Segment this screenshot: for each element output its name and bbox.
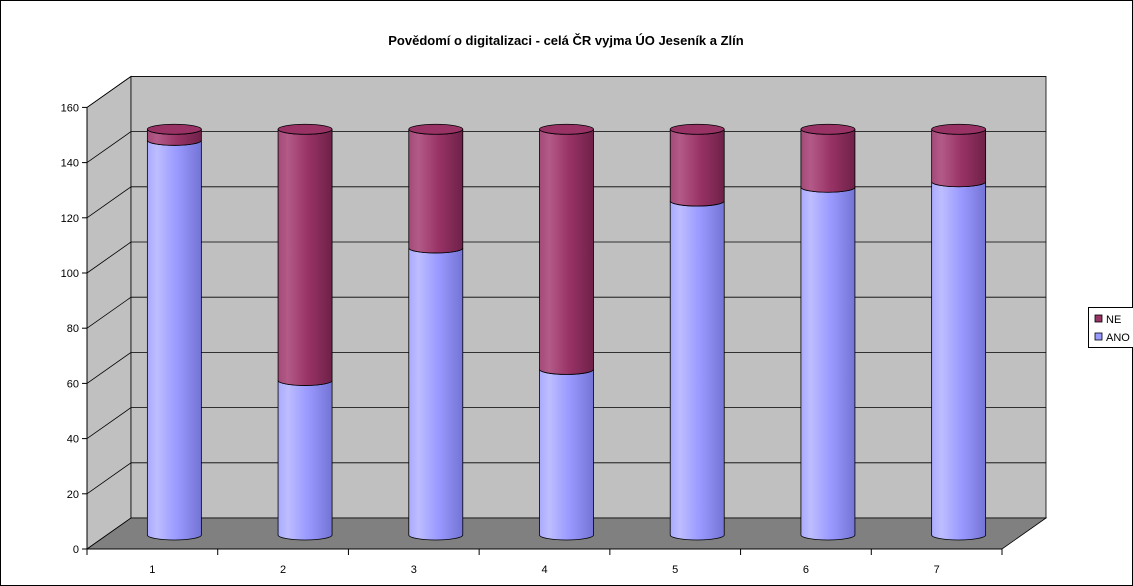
bar-cap [146, 123, 202, 135]
bar-segment-ne [539, 129, 594, 375]
bar-stack [539, 123, 594, 541]
legend-label-ano: ANO [1106, 332, 1130, 344]
bar-segment-ano [539, 369, 594, 541]
x-tick-label: 3 [411, 564, 417, 576]
x-tick-label: 2 [280, 564, 286, 576]
legend: NE ANO [1088, 307, 1133, 348]
bar-segment-ne [800, 129, 856, 193]
gridline-side [86, 296, 132, 329]
bar-segment-ne [408, 129, 464, 254]
bar-stack [669, 123, 725, 541]
y-tick-label: 40 [67, 434, 79, 446]
gridline-side [86, 462, 132, 495]
gridline-side [86, 407, 132, 439]
bar-cap [800, 123, 856, 135]
gridline-side [86, 131, 132, 163]
bar-segment-ano [669, 200, 725, 541]
bar-cap [277, 123, 333, 135]
bar-cap [408, 123, 464, 135]
bar-stack [146, 123, 202, 541]
y-tick-label: 100 [61, 268, 79, 280]
chart-title: Povědomí o digitalizaci - celá ČR vyjma … [388, 33, 744, 48]
legend-box [1088, 307, 1133, 348]
gridline-side [86, 352, 132, 384]
bar-cap [931, 123, 987, 135]
bar-segment-ano [277, 380, 333, 541]
y-tick-label: 0 [73, 544, 79, 556]
bar-segment-ne [277, 129, 333, 386]
y-tick-label: 80 [67, 323, 79, 335]
x-tick-label: 4 [541, 564, 547, 576]
bar-segment-ano [146, 140, 202, 541]
legend-swatch-ano [1094, 332, 1103, 341]
x-tick-label: 6 [803, 564, 809, 576]
bar-cap [539, 123, 594, 135]
y-axis: 0 20 40 60 80 100 120 140 160 [61, 102, 88, 556]
x-axis: 1 2 3 4 5 6 7 [86, 548, 1003, 576]
x-tick-label: 5 [672, 564, 678, 576]
legend-swatch-ne [1094, 314, 1103, 323]
bar-stack [931, 123, 987, 541]
bar-segment-ano [931, 181, 987, 541]
legend-label-ne: NE [1106, 314, 1121, 326]
y-tick-label: 160 [61, 102, 79, 114]
y-tick-label: 120 [61, 213, 79, 225]
bar-stack [800, 123, 856, 541]
x-tick-label: 7 [934, 564, 940, 576]
bars [146, 123, 987, 541]
bar-segment-ne [931, 129, 987, 188]
bar-stack [277, 123, 333, 541]
y-tick-label: 140 [61, 158, 79, 170]
bar-segment-ano [800, 187, 856, 541]
bar-segment-ano [408, 247, 464, 541]
y-tick-label: 20 [67, 489, 79, 501]
gridline-side [86, 186, 132, 219]
y-tick-label: 60 [67, 378, 79, 390]
bar-cap [669, 123, 725, 135]
gridline-side [86, 241, 132, 274]
gridline-side [86, 76, 132, 108]
bar-segment-ne [669, 129, 725, 207]
x-tick-label: 1 [149, 564, 155, 576]
bar-stack [408, 123, 464, 541]
